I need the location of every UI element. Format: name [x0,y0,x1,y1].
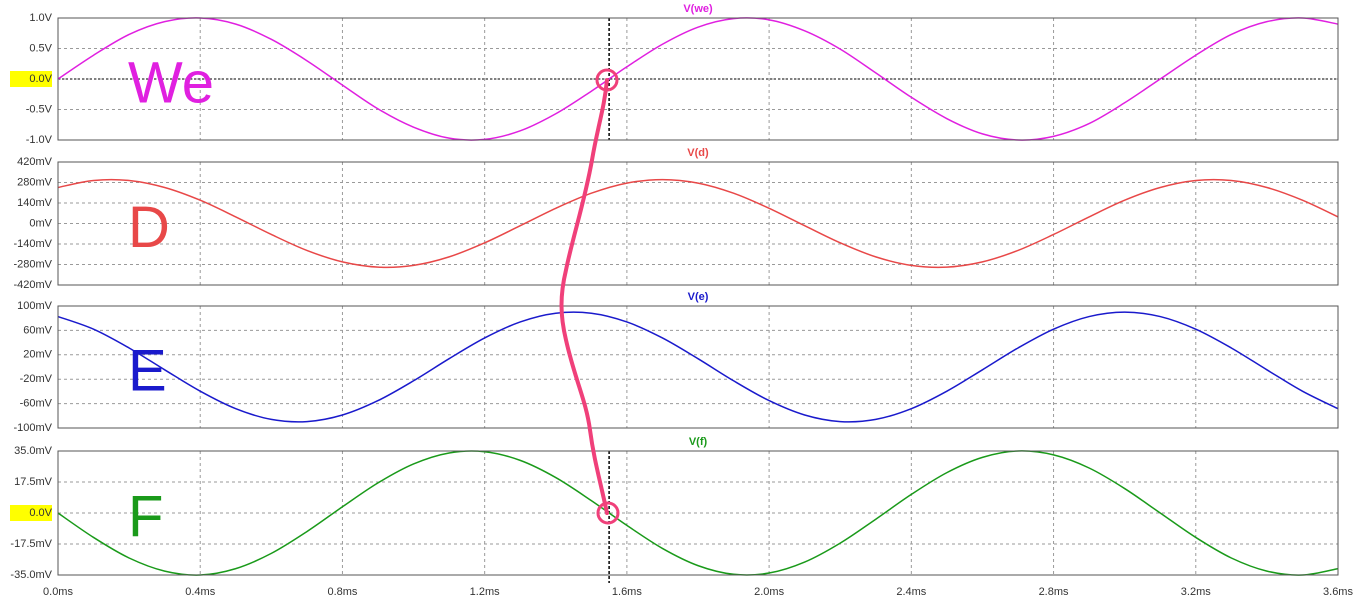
waveform [57,450,1339,576]
plot-border [57,305,1339,429]
annotation: F [128,484,163,549]
plot-border [57,450,1339,576]
plot-area [58,451,1338,575]
pane: 100mV 60mV 20mV -20mV -60mV -100mV E V(e) [13,291,1339,434]
y-tick-label: 100mV [17,300,53,312]
y-tick-label: -35.0mV [10,569,52,581]
x-tick-label: 0.8ms [327,586,357,598]
tick-highlight [10,71,52,87]
x-tick-label: 3.6ms [1323,586,1353,598]
plot-border [57,161,1339,286]
plot-border [57,17,1339,141]
x-tick-label: 3.2ms [1181,586,1211,598]
x-tick-label: 0.4ms [185,586,215,598]
y-tick-label: -140mV [13,238,52,250]
y-tick-label: 60mV [23,324,52,336]
annotation: We [128,50,214,115]
annotation: D [128,195,170,260]
y-tick-label: 280mV [17,176,53,188]
y-tick-label: 20mV [23,349,52,361]
y-tick-label: 1.0V [29,12,52,24]
x-tick-label: 2.0ms [754,586,784,598]
pane: 420mV 280mV 140mV 0mV -140mV -280mV -420mV D V(d… [13,147,1339,291]
y-tick-label: 420mV [17,156,53,168]
pane-title: V(e) [688,291,709,303]
x-tick-label: 2.8ms [1039,586,1069,598]
waveform [57,17,1339,141]
y-tick-label: -100mV [13,422,52,434]
pane: 0.0ms 0.4ms 0.8ms 1.2ms 1.6ms 2.0ms 2.4ms 2.8ms… [10,436,1353,598]
y-tick-label: -1.0V [26,134,53,146]
waveform [57,311,1339,423]
annotation: E [128,338,167,403]
y-tick-label: -60mV [20,398,53,410]
pane: 1.0V 0.5V 0.0V -0.5V -1.0V We V(we) [10,3,1339,146]
tick-highlight [10,505,52,521]
y-tick-label: 140mV [17,197,53,209]
y-tick-label: -0.5V [26,103,53,115]
y-tick-label: 0mV [29,217,52,229]
x-tick-label: 1.2ms [470,586,500,598]
y-tick-label: 0.0V [29,507,52,519]
x-tick-label: 0.0ms [43,586,73,598]
x-tick-label: 1.6ms [612,586,642,598]
y-tick-label: -280mV [13,258,52,270]
y-tick-label: 17.5mV [14,476,53,488]
x-tick-label: 2.4ms [896,586,926,598]
pane-title: V(f) [689,436,708,448]
pane-title: V(we) [683,3,713,15]
y-tick-label: 0.5V [29,42,52,54]
pane-title: V(d) [687,147,709,159]
y-tick-label: 35.0mV [14,445,53,457]
waveform [57,178,1339,269]
y-tick-label: -17.5mV [10,538,52,550]
hand-drawn-line [559,78,609,515]
marker-circle [595,68,619,92]
marker-circle [596,501,620,525]
y-tick-label: -420mV [13,279,52,291]
y-tick-label: 0.0V [29,73,52,85]
y-tick-label: -20mV [20,373,53,385]
panes: 1.0V 0.5V 0.0V -0.5V -1.0V We V(we) 420mV 280mV 1… [10,3,1353,598]
plot-area [58,306,1338,428]
